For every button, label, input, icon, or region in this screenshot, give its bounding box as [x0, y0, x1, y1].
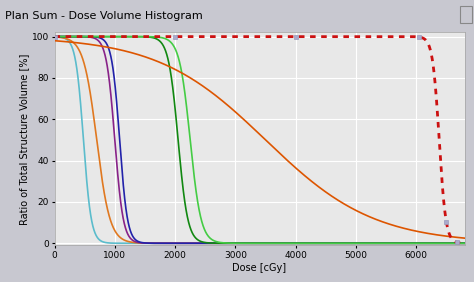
X-axis label: Dose [cGy]: Dose [cGy] [232, 263, 287, 273]
Bar [460, 6, 472, 23]
Y-axis label: Ratio of Total Structure Volume [%]: Ratio of Total Structure Volume [%] [19, 53, 29, 224]
Text: Plan Sum - Dose Volume Histogram: Plan Sum - Dose Volume Histogram [5, 10, 202, 21]
